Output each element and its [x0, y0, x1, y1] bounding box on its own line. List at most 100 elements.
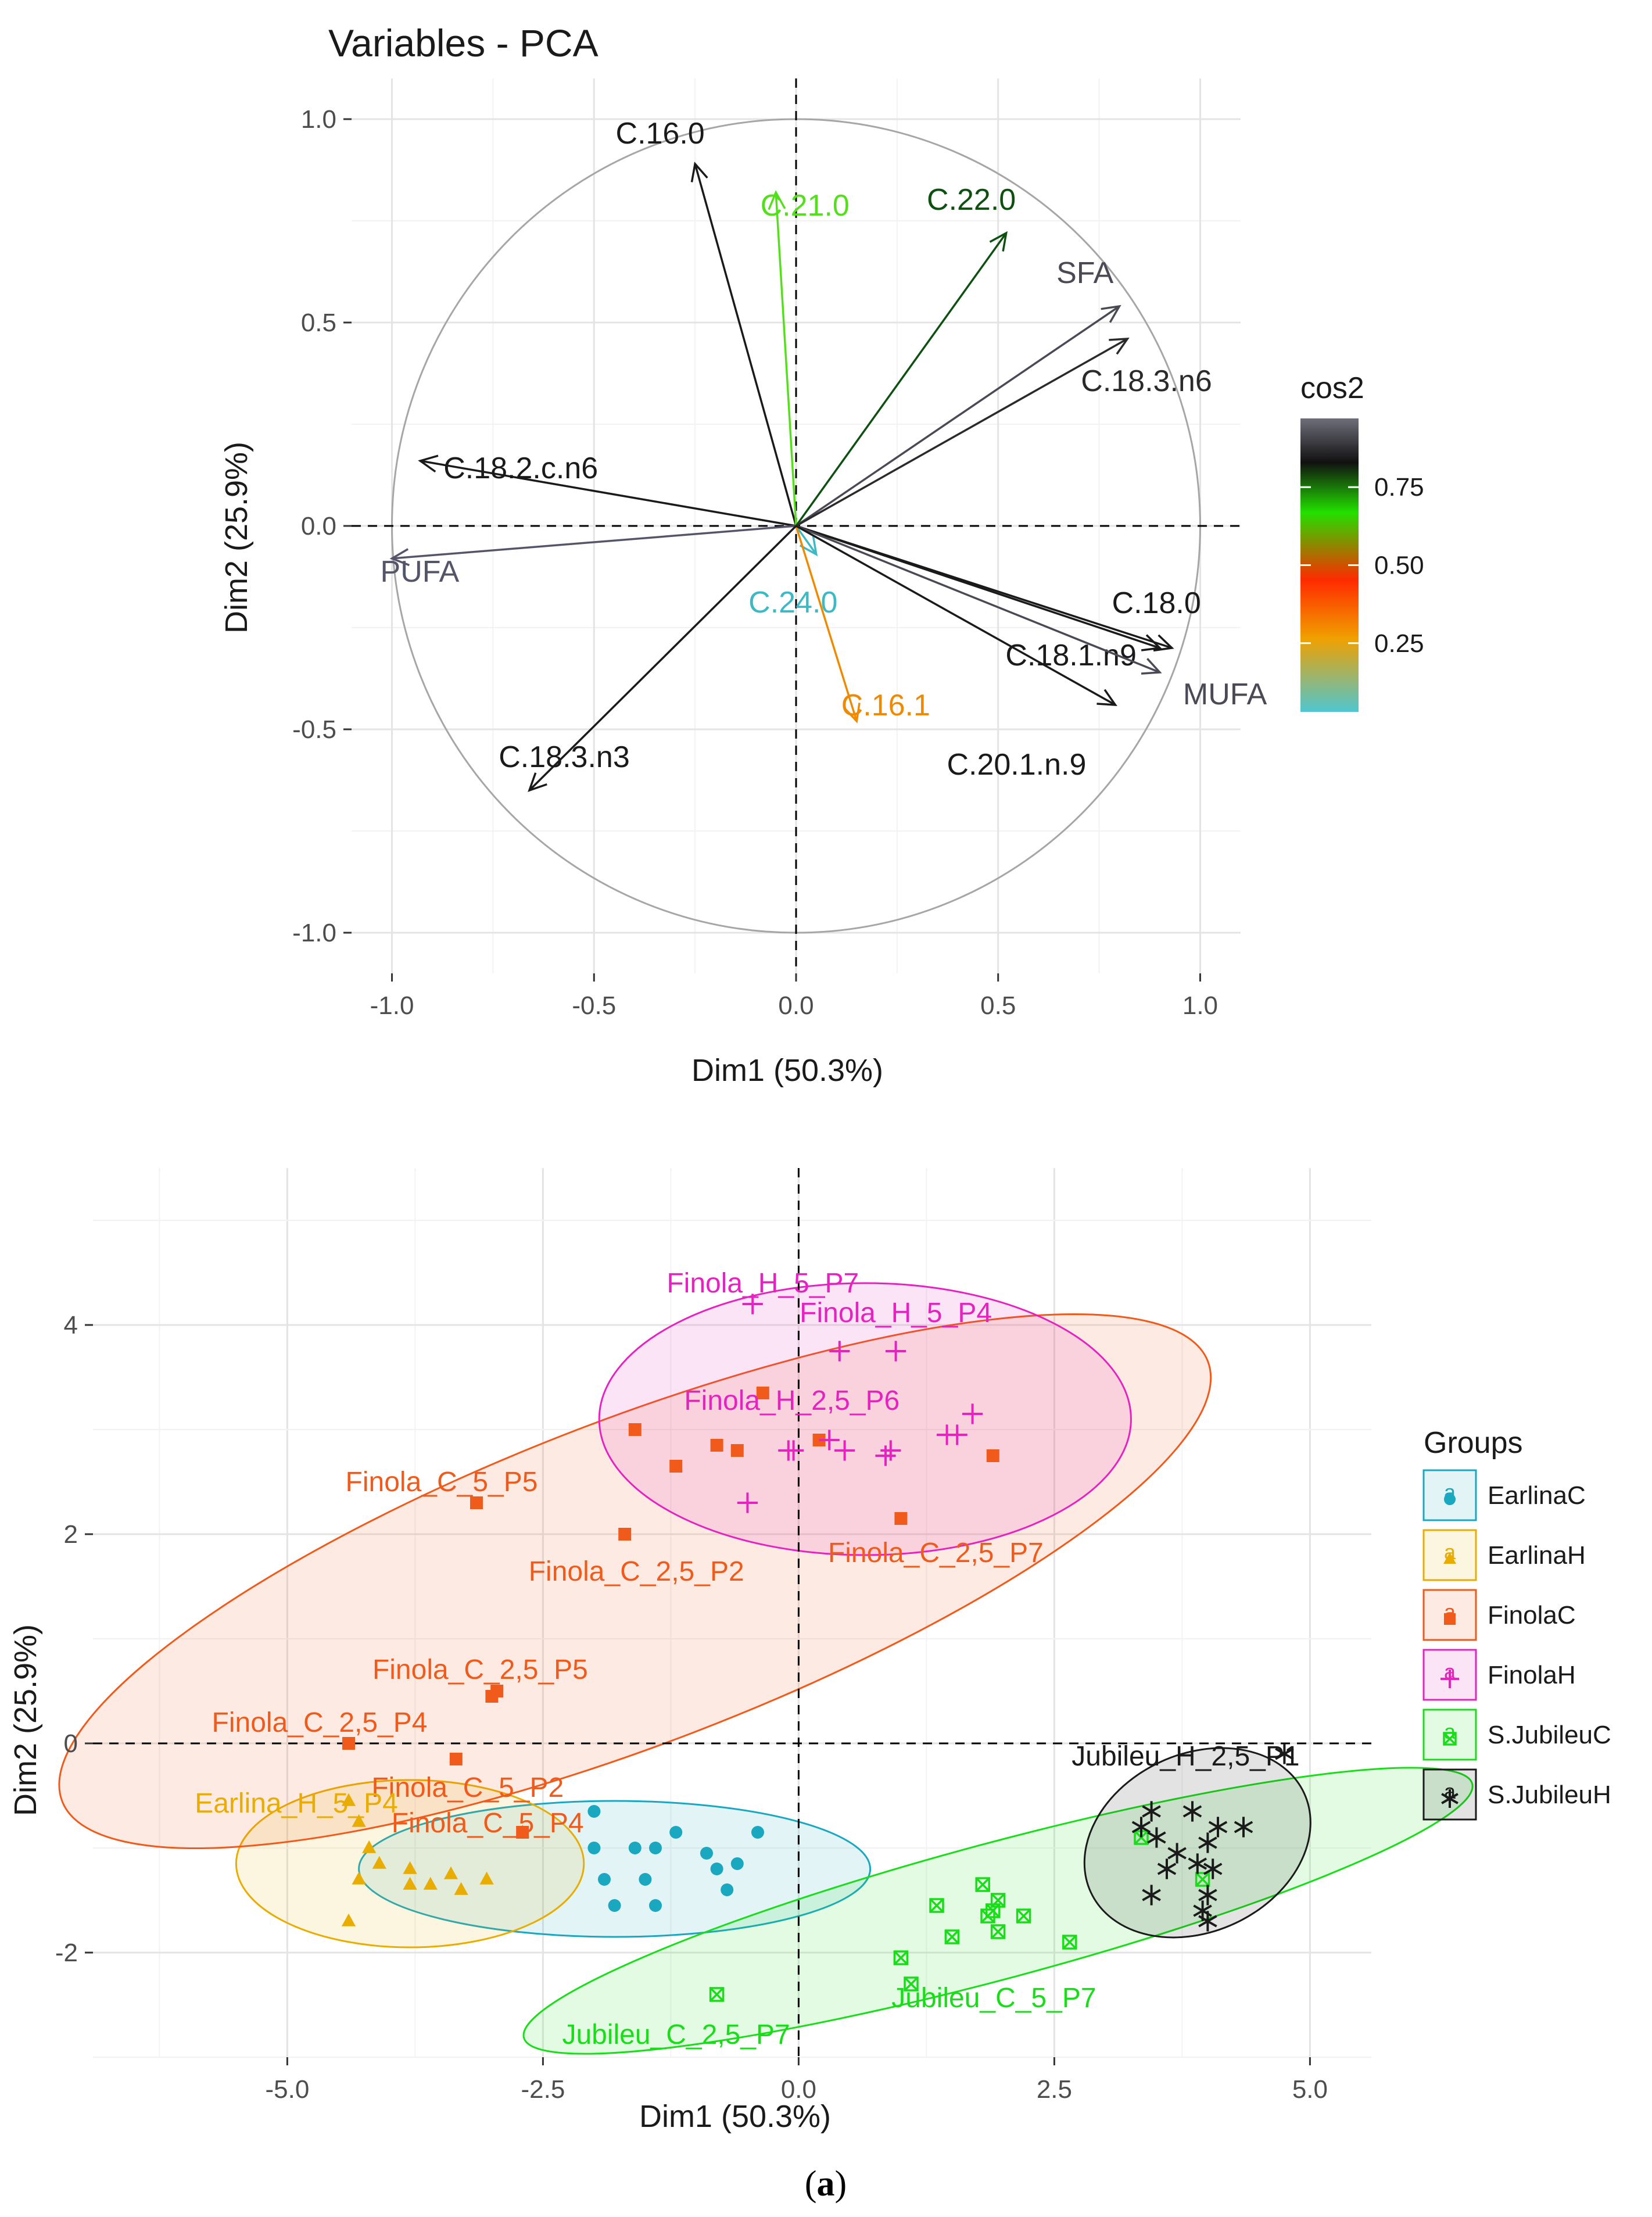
point-finolah [880, 1440, 901, 1461]
point-finolac [669, 1460, 683, 1473]
point-label-finola-c-2-5-p7: Finola_C_2,5_P7 [828, 1538, 1044, 1568]
cos2-tick-label: 0.50 [1374, 551, 1424, 580]
point-s-jubileuh [1234, 1817, 1253, 1838]
point-earlinac [669, 1826, 683, 1839]
bottom-x-axis-title: Dim1 (50.3%) [639, 2099, 831, 2134]
legend-key-s-jubileuc [1422, 1709, 1477, 1761]
point-earlinah [403, 1861, 417, 1874]
caption-letter: a [817, 2164, 835, 2204]
vector-pufa [392, 525, 797, 560]
legend-letter-earlinac: a [1444, 1480, 1456, 1504]
point-label-jubileu-c-2-5-p7: Jubileu_C_2,5_P7 [562, 2019, 790, 2050]
groups-legend-items: a EarlinaC a EarlinaH a FinolaC a FinolaH a S.Jub… [1422, 1469, 1611, 1821]
vector-label-c-21-0: C.21.0 [761, 189, 850, 223]
point-earlinah [403, 1876, 417, 1890]
cos2-legend: cos2 0.25 0.50 0.75 [1300, 371, 1424, 712]
vector-c-21-0 [775, 192, 797, 527]
point-earlinac [700, 1847, 713, 1860]
top-y-tick-label: -0.5 [292, 715, 336, 744]
vector-c-18-2-c-n6 [420, 460, 797, 527]
cos2-tick-label: 0.25 [1374, 629, 1424, 658]
point-s-jubileuh [1131, 1817, 1151, 1838]
point-finolah [962, 1403, 983, 1424]
top-x-tick-label: 0.0 [778, 991, 814, 1020]
point-finolac [618, 1528, 632, 1541]
bottom-x-tick-label: -2.5 [521, 2075, 565, 2104]
point-s-jubileuc [990, 1893, 1006, 1908]
point-finolac [756, 1387, 769, 1399]
vector-label-c-18-3-n6: C.18.3.n6 [1081, 364, 1212, 398]
point-s-jubileuh [1208, 1817, 1228, 1838]
legend-label-finolah: FinolaH [1488, 1661, 1576, 1689]
top-x-tick-label: -0.5 [572, 991, 616, 1020]
point-earlinac [587, 1842, 601, 1854]
top-tick-labels: -1.0 -0.5 0.0 0.5 1.0 -1.0 -0.5 0.0 0.5 1.0 [292, 105, 1218, 1020]
point-s-jubileuh [1157, 1858, 1177, 1879]
point-earlinah [423, 1876, 438, 1890]
point-finolac [516, 1826, 529, 1839]
point-s-jubileuc [929, 1898, 944, 1913]
point-s-jubileuh [1188, 1853, 1207, 1874]
vector-sfa [795, 305, 1120, 527]
point-earlinah [454, 1882, 468, 1895]
point-finolah [742, 1294, 763, 1315]
vector-arrowhead-c-18-1-n9 [1141, 634, 1162, 651]
point-s-jubileuh [1198, 1832, 1217, 1853]
vector-label-c-20-1-n-9: C.20.1.n.9 [947, 748, 1086, 782]
point-s-jubileuh [1198, 1911, 1217, 1932]
point-s-jubileuh [1147, 1827, 1166, 1848]
point-s-jubileuh [1182, 1801, 1202, 1822]
point-s-jubileuc [1016, 1908, 1031, 1924]
point-finolac [628, 1423, 642, 1436]
point-s-jubileuc [1062, 1935, 1077, 1950]
legend-marker-s-jubileuh [1441, 1789, 1459, 1808]
cos2-legend-ticks: 0.25 0.50 0.75 [1300, 473, 1424, 658]
bottom-x-tick-label: 2.5 [1037, 2075, 1072, 2104]
point-s-jubileuc [944, 1929, 960, 1944]
top-x-tick-label: -1.0 [370, 991, 414, 1020]
vector-label-sfa: SFA [1056, 256, 1114, 290]
vector-label-c-18-2-c-n6: C.18.2.c.n6 [443, 452, 598, 485]
vector-mufa [795, 525, 1160, 674]
point-finolac [449, 1753, 463, 1765]
bottom-y-tick-label: 0 [64, 1729, 78, 1758]
point-label-finola-c-5-p4: Finola_C_5_P4 [392, 1808, 584, 1839]
bottom-plot-area [93, 1168, 1371, 2057]
point-label-jubileu-c-5-p7: Jubileu_C_5_P7 [891, 1983, 1096, 2014]
point-label-finola-h-2-5-p6: Finola_H_2,5_P6 [684, 1385, 900, 1416]
point-finolac [710, 1439, 723, 1452]
point-finolah [829, 1341, 850, 1362]
point-earlinac [608, 1899, 621, 1912]
ellipse-s-jubileuh [1083, 1747, 1311, 1939]
point-s-jubileuc [904, 1976, 919, 1992]
legend-label-finolac: FinolaC [1488, 1601, 1576, 1629]
top-y-tick-label: 1.0 [301, 105, 336, 134]
legend-label-earlinac: EarlinaC [1488, 1481, 1586, 1510]
point-earlinah [341, 1793, 356, 1806]
point-finolah [778, 1440, 799, 1461]
vector-arrowhead-c-18-3-n3 [528, 772, 547, 792]
point-finolah [819, 1430, 840, 1450]
point-earlinah [341, 1913, 356, 1926]
legend-marker-earlinac [1444, 1493, 1456, 1505]
point-finolac [470, 1496, 483, 1509]
vector-arrowhead-c-21-0 [768, 189, 786, 210]
vector-label-c-16-1: C.16.1 [841, 689, 930, 722]
point-s-jubileuh [1142, 1885, 1161, 1906]
legend-marker-finolac [1444, 1613, 1456, 1625]
vector-c-16-0 [694, 163, 797, 527]
legend-marker-finolah [1440, 1670, 1459, 1688]
point-earlinac [730, 1857, 744, 1870]
top-y-tick-label: 0.5 [301, 309, 336, 337]
legend-label-s-jubileuh: S.JubileuH [1488, 1781, 1611, 1809]
point-label-finola-h-5-p7: Finola_H_5_P7 [666, 1268, 859, 1299]
ellipse-finolah [598, 1282, 1132, 1556]
point-label-finola-c-5-p5: Finola_C_5_P5 [346, 1467, 538, 1498]
vector-c-24-0 [795, 525, 818, 556]
vector-arrowhead-pufa [389, 548, 410, 567]
point-earlinac [710, 1863, 723, 1875]
point-s-jubileuh [1142, 1801, 1161, 1822]
legend-letter-finolah: a [1444, 1660, 1456, 1684]
point-label-jubileu-h-2-5-p1: Jubileu_H_2,5_P1 [1072, 1741, 1299, 1772]
